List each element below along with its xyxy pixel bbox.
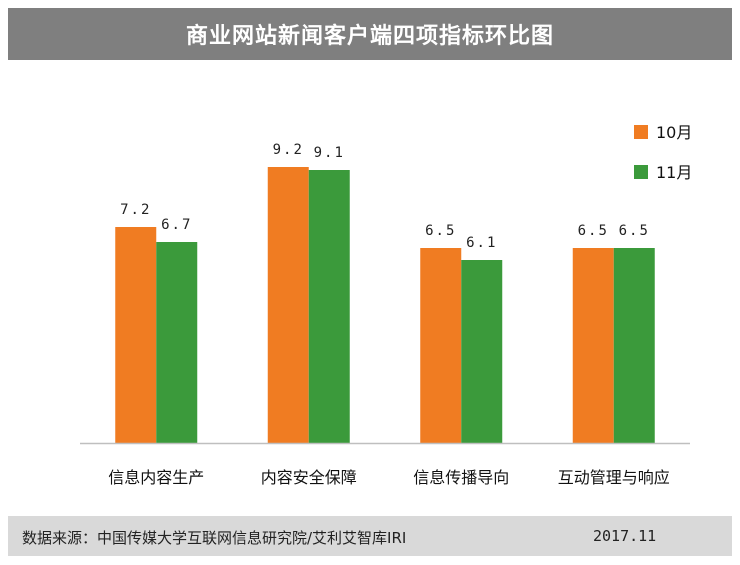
bar-10月-信息传播导向 bbox=[420, 248, 462, 443]
data-label: 6.7 bbox=[161, 217, 192, 233]
bar-10月-互动管理与响应 bbox=[572, 248, 614, 443]
data-label: 9.2 bbox=[273, 142, 304, 158]
legend-swatch bbox=[634, 125, 648, 139]
x-tick-label: 互动管理与响应 bbox=[558, 468, 670, 487]
footer: 数据来源：中国传媒大学互联网信息研究院/艾利艾智库IRI 2017.11 bbox=[8, 516, 732, 556]
x-tick-label: 信息内容生产 bbox=[108, 468, 204, 487]
footer-source: 数据来源：中国传媒大学互联网信息研究院/艾利艾智库IRI bbox=[22, 529, 407, 547]
data-label: 6.5 bbox=[578, 223, 609, 239]
chart-title: 商业网站新闻客户端四项指标环比图 bbox=[8, 8, 732, 60]
legend-label: 10月 bbox=[656, 123, 692, 142]
data-label: 6.5 bbox=[619, 223, 650, 239]
legend-label: 11月 bbox=[656, 163, 692, 182]
data-label: 6.1 bbox=[466, 235, 497, 251]
data-label: 6.5 bbox=[425, 223, 456, 239]
bar-11月-互动管理与响应 bbox=[613, 248, 655, 443]
x-tick-label: 信息传播导向 bbox=[413, 468, 509, 487]
legend-swatch bbox=[634, 165, 648, 179]
data-label: 7.2 bbox=[120, 202, 151, 218]
data-label: 9.1 bbox=[314, 145, 345, 161]
bar-10月-信息内容生产 bbox=[115, 227, 157, 443]
bar-11月-信息内容生产 bbox=[156, 242, 198, 443]
bar-10月-内容安全保障 bbox=[267, 167, 309, 443]
x-tick-label: 内容安全保障 bbox=[261, 468, 357, 487]
bar-11月-内容安全保障 bbox=[308, 170, 350, 443]
bar-11月-信息传播导向 bbox=[461, 260, 503, 443]
footer-date: 2017.11 bbox=[593, 527, 657, 545]
